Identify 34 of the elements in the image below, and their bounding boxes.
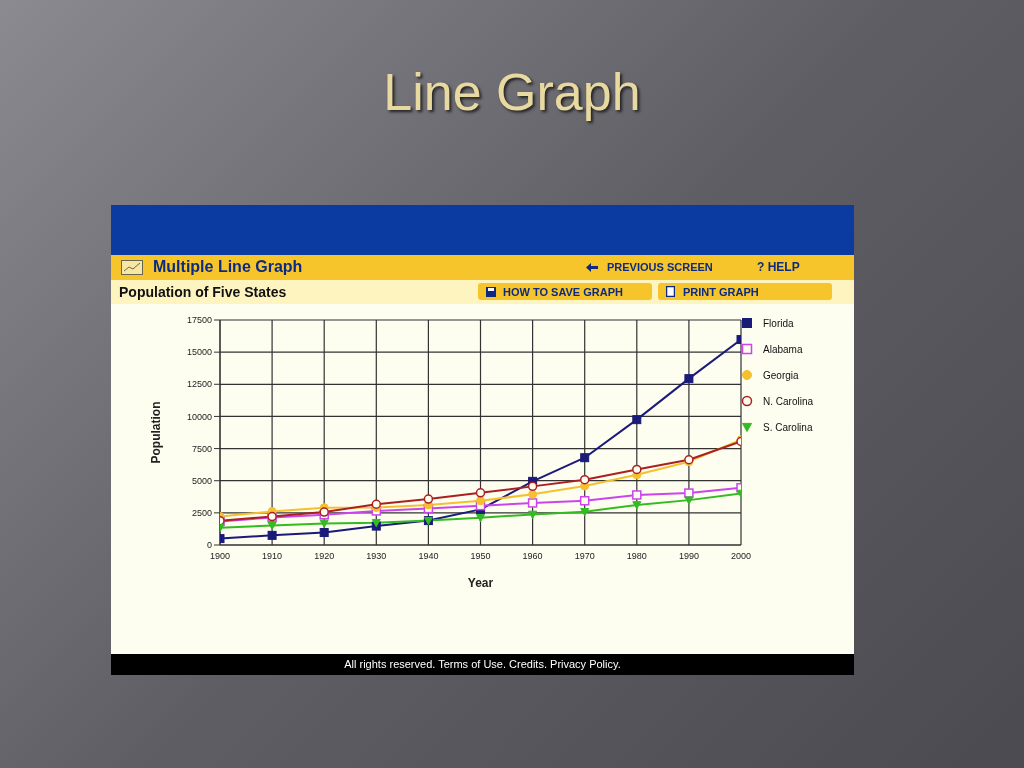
y-tick-label: 2500 [191, 508, 212, 519]
text: HOW TO SAVE GRAPH [503, 286, 623, 298]
x-tick-label: 1950 [470, 551, 491, 562]
y-tick-label: 12500 [186, 379, 212, 390]
legend-label: Georgia [763, 369, 799, 381]
y-tick-label: 17500 [186, 315, 212, 326]
y-tick-label: 0 [206, 540, 212, 551]
text: PREVIOUS SCREEN [607, 261, 713, 273]
y-tick-label: 7500 [191, 443, 212, 454]
x-tick-label: 1990 [678, 551, 699, 562]
x-tick-label: 2000 [730, 551, 752, 562]
x-tick-label: 1900 [209, 551, 231, 562]
text: All rights reserved. Terms of Use. Credits. Privacy Policy. [111, 654, 854, 675]
chart-title: Population of Five States [119, 284, 287, 300]
chart-subtitle: Multiple Line Graph [153, 258, 303, 276]
x-tick-label: 1940 [418, 551, 439, 562]
text: ? HELP [757, 260, 800, 274]
x-tick-label: 1980 [626, 551, 647, 562]
legend-label: Alabama [763, 343, 803, 355]
y-axis-title: Population [149, 401, 164, 464]
x-tick-label: 1960 [522, 551, 543, 562]
x-tick-label: 1930 [366, 551, 387, 562]
x-tick-label: 1970 [574, 551, 595, 562]
y-tick-label: 10000 [186, 411, 212, 422]
legend-label: N. Carolina [763, 395, 814, 407]
text: Line Graph [382, 62, 642, 122]
x-tick-label: 1910 [262, 551, 283, 562]
y-tick-label: 5000 [191, 475, 212, 486]
text: PRINT GRAPH [683, 286, 759, 298]
x-tick-label: 1920 [314, 551, 335, 562]
y-tick-label: 15000 [186, 347, 212, 358]
legend-label: S. Carolina [763, 421, 813, 433]
legend-label: Florida [763, 317, 794, 329]
x-axis-title: Year [467, 576, 494, 590]
